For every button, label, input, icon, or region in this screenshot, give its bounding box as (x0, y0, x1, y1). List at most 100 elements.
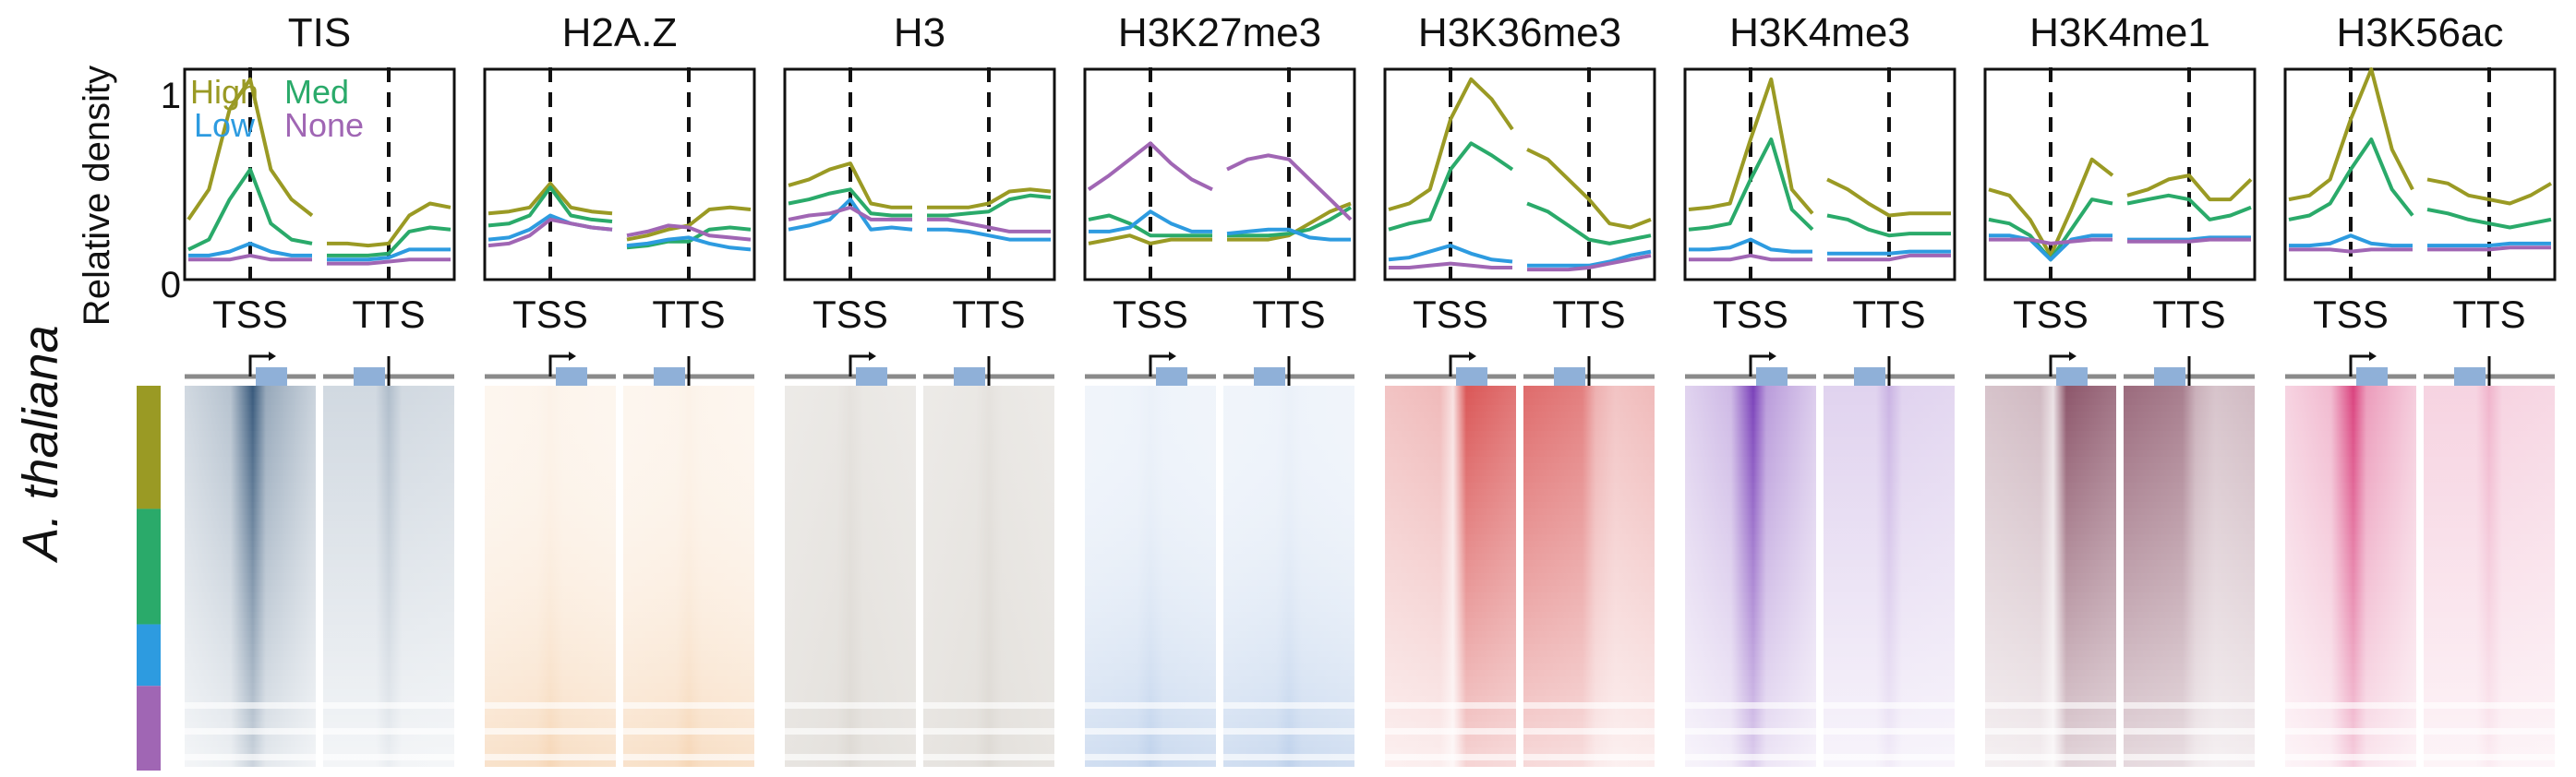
heatmap-tts (2424, 386, 2555, 767)
heatmap-row (2124, 547, 2255, 554)
heatmap-row (623, 508, 754, 515)
heatmap-row (2424, 747, 2555, 754)
heatmap-row (923, 567, 1054, 573)
plot-frame (1683, 67, 1956, 281)
heatmap-row (323, 670, 454, 676)
heatmap-row (1824, 508, 1955, 515)
heatmap-row (785, 580, 916, 586)
heatmap-row (1985, 735, 2116, 741)
heatmap-row (1685, 418, 1816, 424)
panel-h2a-z: H2A.Z TSS TTS (483, 10, 756, 767)
heatmap-row (623, 631, 754, 638)
heatmap-row (1085, 689, 1216, 696)
heatmap-row (785, 573, 916, 580)
heatmap-row (323, 541, 454, 547)
heatmap-row (1985, 399, 2116, 405)
heatmap-row (2124, 431, 2255, 437)
heatmap-row (923, 683, 1054, 689)
heatmap-row (1985, 463, 2116, 470)
gene-box (1554, 367, 1585, 386)
heatmap-row (1085, 709, 1216, 715)
heatmap-row (1985, 457, 2116, 463)
heatmap-row (2285, 709, 2416, 715)
heatmap-row (1385, 547, 1516, 554)
heatmap-row (1085, 735, 1216, 741)
heatmap-row (785, 696, 916, 702)
heatmap-row (2285, 399, 2416, 405)
heatmap-row (1985, 450, 2116, 457)
heatmap-row (485, 431, 616, 437)
heatmap-row (1385, 437, 1516, 444)
y-tick-1: 1 (161, 76, 181, 116)
heatmap-row (1523, 644, 1655, 651)
heatmap-row (923, 747, 1054, 754)
heatmap-row (1385, 722, 1516, 728)
heatmap-row (1085, 508, 1216, 515)
heatmap-row (185, 586, 316, 592)
heatmap-row (2124, 521, 2255, 528)
heatmap-row (2285, 722, 2416, 728)
heatmap-row (623, 722, 754, 728)
heatmap-row (1223, 554, 1354, 560)
heatmap-row (1523, 580, 1655, 586)
heatmap-row (623, 573, 754, 580)
heatmap-row (1523, 638, 1655, 644)
series-line-none-tts (2427, 245, 2551, 252)
heatmap-tts (1523, 386, 1655, 767)
heatmap-row (2424, 392, 2555, 399)
heatmap-row (1824, 592, 1955, 599)
heatmap-row (1824, 702, 1955, 709)
heatmap-row (1685, 676, 1816, 683)
heatmap-row (1985, 702, 2116, 709)
heatmap-row (323, 657, 454, 663)
heatmap-row (1385, 418, 1516, 424)
heatmap-row (1523, 547, 1655, 554)
heatmap-row (2285, 567, 2416, 573)
heatmap-row (2285, 735, 2416, 741)
heatmap-row (1824, 618, 1955, 625)
heatmap-row (1985, 612, 2116, 618)
heatmap-row (1985, 605, 2116, 612)
heatmap-row (1824, 573, 1955, 580)
heatmap-row (623, 696, 754, 702)
heatmap-row (2124, 728, 2255, 735)
heatmap-row (1223, 728, 1354, 735)
heatmap-row (323, 450, 454, 457)
heatmap-row (185, 476, 316, 483)
heatmap-row (2285, 483, 2416, 489)
heatmap-row (1985, 754, 2116, 760)
heatmap-row (1085, 560, 1216, 567)
heatmap-row (1685, 496, 1816, 502)
heatmap-row (2424, 508, 2555, 515)
heatmap-row (485, 715, 616, 722)
heatmap-row (323, 638, 454, 644)
heatmap-row (923, 515, 1054, 521)
heatmap-row (1523, 541, 1655, 547)
heatmap-row (185, 392, 316, 399)
heatmap-row (2285, 689, 2416, 696)
heatmap-row (485, 722, 616, 728)
gene-box (2056, 367, 2088, 386)
heatmap-row (1824, 605, 1955, 612)
heatmap-row (2285, 476, 2416, 483)
heatmap-row (185, 676, 316, 683)
heatmap-row (1824, 567, 1955, 573)
heatmap-row (785, 534, 916, 541)
heatmap-row (1523, 599, 1655, 605)
heatmap-row (623, 476, 754, 483)
series-line-high-tss (488, 181, 613, 216)
heatmap-row (1385, 457, 1516, 463)
heatmap-row (2124, 612, 2255, 618)
heatmap-row (2424, 463, 2555, 470)
series-line-med-tts (927, 193, 1052, 218)
heatmap-row (2124, 418, 2255, 424)
heatmap-row (785, 702, 916, 709)
y-axis-label: Relative density (77, 66, 117, 326)
series-line-high-tss (1088, 233, 1212, 245)
heatmap-row (1685, 747, 1816, 754)
heatmap-row (1985, 508, 2116, 515)
series-line-low-tts (927, 227, 1051, 242)
heatmap-row (1523, 741, 1655, 747)
heatmap-row (1523, 489, 1655, 496)
heatmap-row (2424, 722, 2555, 728)
